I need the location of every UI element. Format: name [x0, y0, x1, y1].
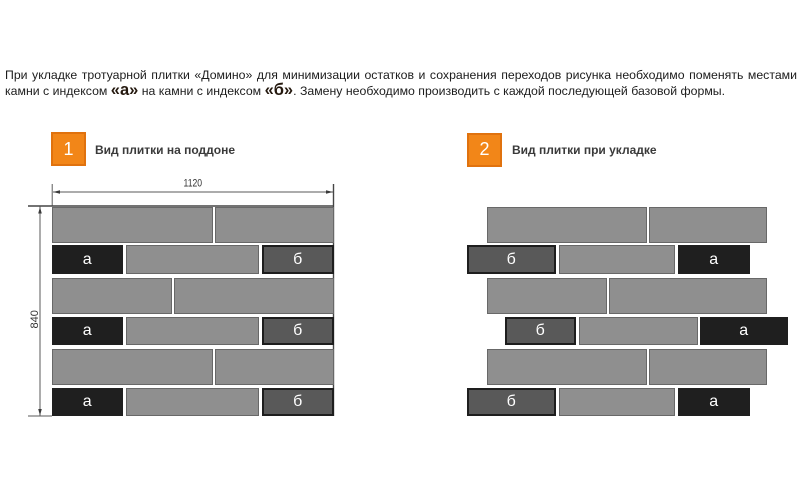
svg-text:1120: 1120 — [184, 177, 203, 189]
svg-text:840: 840 — [29, 310, 41, 328]
